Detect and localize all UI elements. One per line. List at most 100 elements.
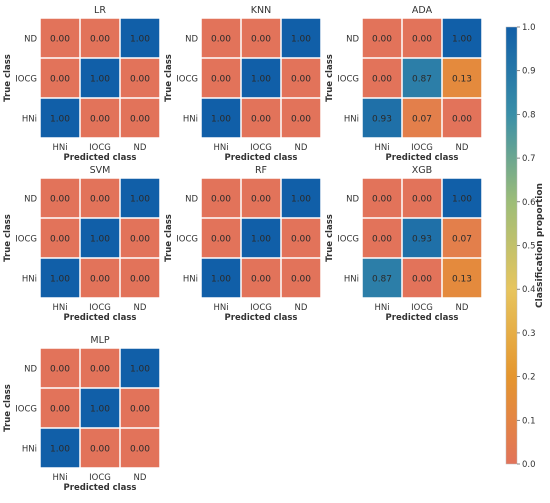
row-tick-label: HNi (183, 115, 198, 125)
heatmap-cell (40, 18, 80, 58)
cell-value-label: 0.00 (452, 115, 472, 125)
cell-value-label: 1.00 (90, 405, 110, 415)
cell-value-label: 1.00 (452, 35, 472, 45)
heatmap-cell (442, 58, 482, 98)
heatmap-cell (120, 388, 160, 428)
row-tick-label: HNi (22, 115, 37, 125)
heatmap-cell (80, 258, 120, 298)
cell-value-label: 0.00 (211, 195, 231, 205)
heatmap-cell (241, 98, 281, 138)
cell-value-label: 1.00 (50, 445, 70, 455)
heatmap-cell (80, 98, 120, 138)
cell-value-label: 1.00 (291, 35, 311, 45)
cell-value-label: 0.00 (50, 405, 70, 415)
row-tick-label: ND (24, 35, 37, 45)
y-axis-label: True class (3, 384, 13, 432)
colorbar-tick-label: 0.0 (522, 460, 536, 470)
cell-value-label: 1.00 (130, 195, 150, 205)
heatmap-cell (442, 258, 482, 298)
cell-value-label: 0.00 (291, 75, 311, 85)
cell-value-label: 0.00 (90, 115, 110, 125)
heatmap-cell (120, 428, 160, 468)
colorbar-bar (505, 26, 518, 465)
colorbar-tick-label: 0.2 (522, 373, 536, 383)
heatmap-cell (281, 18, 321, 58)
colorbar-label: Classification proportion (535, 183, 545, 308)
cell-value-label: 0.00 (372, 235, 392, 245)
col-tick-label: IOCG (411, 303, 433, 313)
x-axis-label: Predicted class (386, 313, 459, 323)
col-tick-label: HNi (374, 143, 389, 153)
heatmap-cell (281, 58, 321, 98)
heatmap-cell (201, 18, 241, 58)
cell-value-label: 0.00 (90, 35, 110, 45)
cell-value-label: 0.00 (251, 35, 271, 45)
heatmap-cell (241, 58, 281, 98)
colorbar-tick-label: 1.0 (522, 23, 536, 33)
heatmap-cell (40, 58, 80, 98)
heatmap-cell (281, 98, 321, 138)
x-axis-label: Predicted class (225, 313, 298, 323)
cell-value-label: 0.00 (90, 275, 110, 285)
col-tick-label: IOCG (250, 143, 272, 153)
heatmap-cell (402, 98, 442, 138)
cell-value-label: 0.00 (412, 195, 432, 205)
y-axis-label: True class (325, 54, 335, 102)
col-tick-label: ND (134, 473, 147, 483)
col-tick-label: HNi (213, 143, 228, 153)
panel-xgb: XGB 0.00 0.00 1.00 0.00 0.93 0.07 0.87 0.00 0.13 N… (325, 165, 482, 323)
cell-value-label: 0.00 (50, 75, 70, 85)
heatmap-cell (120, 58, 160, 98)
row-tick-label: ND (346, 35, 359, 45)
heatmap-cell (201, 98, 241, 138)
cell-value-label: 0.00 (211, 35, 231, 45)
panel-lr: LR 0.00 0.00 1.00 0.00 1.00 0.00 1.00 0.00 0.00 ND… (3, 5, 160, 163)
y-axis-label: True class (164, 54, 174, 102)
heatmap-cell (120, 18, 160, 58)
cell-value-label: 0.00 (90, 195, 110, 205)
cell-value-label: 0.00 (50, 235, 70, 245)
row-tick-label: ND (24, 365, 37, 375)
col-tick-label: HNi (52, 143, 67, 153)
heatmap-cell (80, 178, 120, 218)
heatmap-cell (402, 178, 442, 218)
heatmap-cell (241, 18, 281, 58)
col-tick-label: ND (456, 303, 469, 313)
y-axis-label: True class (3, 54, 13, 102)
heatmap-cell (281, 178, 321, 218)
cell-value-label: 0.00 (90, 365, 110, 375)
y-axis-label: True class (164, 214, 174, 262)
heatmap-cell (120, 348, 160, 388)
heatmap-cell (40, 258, 80, 298)
heatmap-cell (281, 218, 321, 258)
panel-title: MLP (90, 335, 109, 346)
heatmap-cell (362, 58, 402, 98)
panel-title: RF (255, 165, 267, 176)
col-tick-label: IOCG (89, 143, 111, 153)
cell-value-label: 0.00 (291, 115, 311, 125)
panel-title: ADA (412, 5, 433, 16)
row-tick-label: ND (185, 195, 198, 205)
cell-value-label: 0.00 (251, 115, 271, 125)
cell-value-label: 1.00 (130, 35, 150, 45)
row-tick-label: IOCG (15, 75, 37, 85)
row-tick-label: IOCG (176, 235, 198, 245)
cell-value-label: 1.00 (291, 195, 311, 205)
heatmap-cell (362, 258, 402, 298)
cell-value-label: 0.00 (372, 75, 392, 85)
colorbar-tick-label: 0.6 (522, 198, 536, 208)
row-tick-label: HNi (344, 275, 359, 285)
col-tick-label: HNi (213, 303, 228, 313)
heatmap-cell (402, 258, 442, 298)
cell-value-label: 0.00 (251, 275, 271, 285)
heatmap-cell (442, 98, 482, 138)
cell-value-label: 0.00 (211, 235, 231, 245)
cell-value-label: 0.93 (412, 235, 432, 245)
cell-value-label: 1.00 (211, 115, 231, 125)
cell-value-label: 0.13 (452, 75, 472, 85)
cell-value-label: 0.00 (291, 275, 311, 285)
heatmap-cell (241, 258, 281, 298)
colorbar-tick-label: 0.5 (522, 242, 536, 252)
colorbar-tick-label: 0.1 (522, 416, 536, 426)
cell-value-label: 1.00 (211, 275, 231, 285)
